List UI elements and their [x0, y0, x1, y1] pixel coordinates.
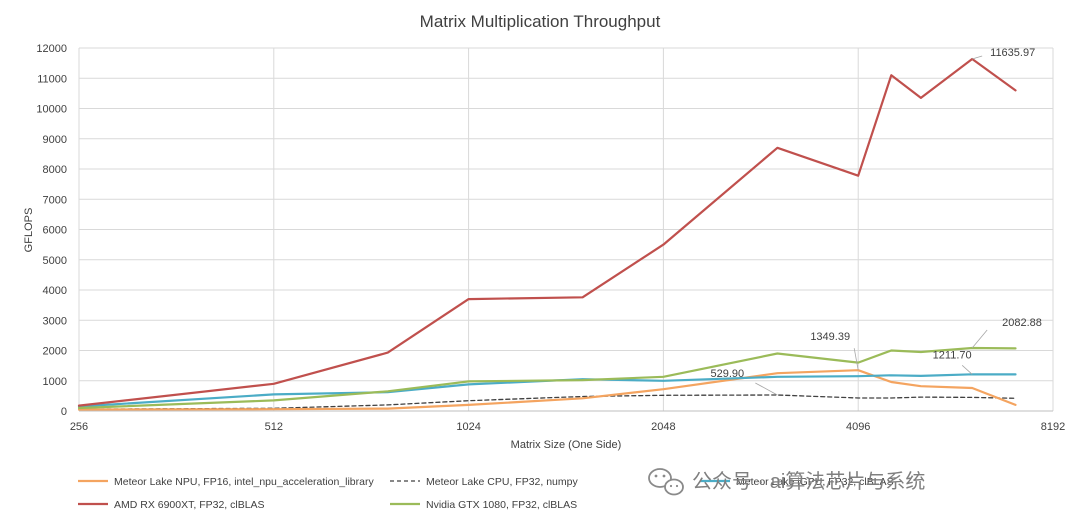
y-tick-label: 9000 [43, 134, 67, 146]
data-label: 1211.70 [933, 349, 972, 361]
series-line-3 [77, 57, 1017, 407]
y-tick-label: 2000 [43, 346, 67, 358]
data-label: 11635.97 [990, 47, 1035, 59]
annotation-leader [961, 365, 973, 375]
x-tick-label: 8192 [1041, 421, 1065, 433]
watermark-text: 公众号 · ai算法芯片与系统 [692, 470, 925, 493]
y-tick-label: 7000 [43, 194, 67, 206]
series-line-1 [78, 394, 1017, 410]
annotation-leader [971, 329, 988, 349]
legend-label-4: Nvidia GTX 1080, FP32, clBLAS [426, 499, 577, 511]
data-label: 529.90 [711, 368, 745, 380]
y-tick-labels: 0 1000 2000 3000 4000 5000 6000 7000 8000 9000 100… [36, 43, 67, 418]
annotation-leader [755, 382, 778, 396]
series-lines [77, 57, 1017, 411]
y-tick-label: 8000 [43, 164, 67, 176]
x-tick-label: 1024 [456, 421, 480, 433]
y-tick-label: 3000 [43, 315, 67, 327]
series-line-4 [77, 346, 1017, 410]
x-tick-label: 2048 [651, 421, 675, 433]
gridlines [78, 47, 1054, 412]
legend-label-1: Meteor Lake CPU, FP32, numpy [426, 476, 578, 488]
y-tick-label: 1000 [43, 376, 67, 388]
y-tick-label: 0 [61, 406, 67, 418]
data-label: 1349.39 [810, 331, 850, 343]
legend-label-0: Meteor Lake NPU, FP16, intel_npu_acceler… [114, 476, 374, 488]
x-tick-label: 4096 [846, 421, 870, 433]
wechat-icon [648, 468, 684, 496]
y-tick-label: 5000 [43, 255, 67, 267]
x-tick-labels: 256 512 1024 2048 4096 8192 [70, 421, 1065, 433]
x-tick-label: 512 [265, 421, 283, 433]
watermark: 公众号 · ai算法芯片与系统 [648, 468, 925, 496]
x-tick-label: 256 [70, 421, 88, 433]
y-axis-label: GFLOPS [23, 208, 35, 253]
series-line-0 [77, 369, 1017, 411]
y-tick-label: 6000 [43, 225, 67, 237]
annotation-leader [972, 55, 983, 60]
data-annotations: 11635.97 1349.39 529.90 1211.70 2082.88 [711, 47, 1042, 396]
data-label: 2082.88 [1002, 317, 1042, 329]
legend: Meteor Lake NPU, FP16, intel_npu_acceler… [78, 476, 894, 511]
x-axis-label: Matrix Size (One Side) [511, 439, 622, 451]
y-tick-label: 11000 [37, 73, 67, 85]
legend-label-3: AMD RX 6900XT, FP32, clBLAS [114, 499, 265, 511]
annotation-leader [853, 348, 859, 371]
chart-title: Matrix Multiplication Throughput [420, 12, 661, 31]
y-tick-label: 12000 [36, 43, 67, 55]
legend-label-2: Meteor Lake iGPU, FP32, clBLAS [736, 476, 894, 488]
y-tick-label: 10000 [36, 104, 67, 116]
y-tick-label: 4000 [43, 285, 67, 297]
